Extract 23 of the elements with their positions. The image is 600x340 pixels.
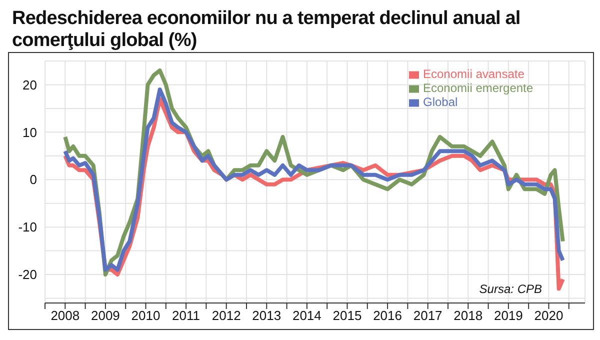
y-tick-label: 20	[22, 77, 37, 92]
x-tick-label: 2008	[50, 308, 80, 324]
x-tick-label: 2017	[413, 308, 442, 324]
x-tick-label: 2013	[252, 308, 282, 324]
x-tick-label: 2018	[454, 308, 483, 324]
x-tick-label: 2015	[332, 308, 362, 324]
x-tick-label: 2016	[373, 308, 402, 324]
x-tick-label: 2020	[534, 308, 564, 324]
annotation: Sursa: CPB	[479, 282, 542, 296]
legend-label: Global	[423, 95, 458, 109]
x-tick-label: 2010	[131, 308, 160, 324]
x-tick-label: 2019	[494, 308, 523, 324]
x-tick-label: 2012	[212, 308, 241, 324]
y-tick-label: 10	[22, 124, 37, 140]
chart-title: Redeschiderea economiilor nu a temperat declinul anual al comerţului global (%)	[11, 8, 522, 52]
y-tick-label: -20	[18, 267, 37, 282]
y-tick-label: 0	[30, 172, 37, 188]
legend-label: Economii emergente	[423, 81, 534, 95]
x-tick-label: 2009	[90, 308, 120, 324]
x-tick-label: 2011	[172, 308, 200, 324]
y-tick-label: -10	[18, 220, 37, 235]
x-tick-label: 2014	[292, 308, 322, 324]
legend-label: Economii avansate	[423, 67, 524, 81]
